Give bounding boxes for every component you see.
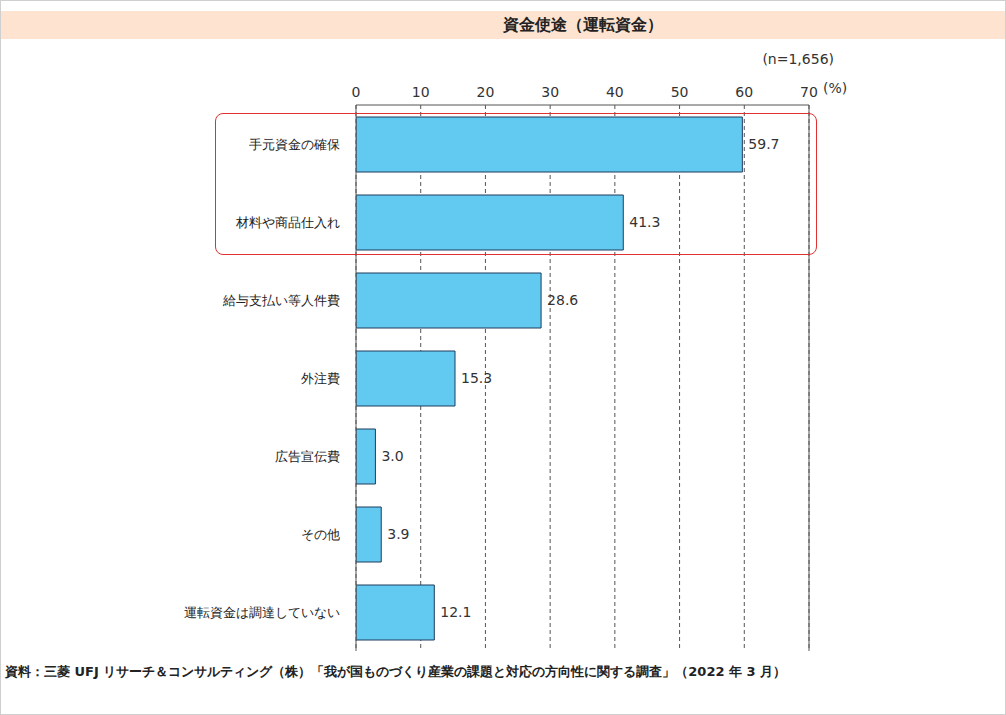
svg-text:60: 60 xyxy=(735,84,753,100)
svg-text:0: 0 xyxy=(352,84,361,100)
html-text:資料：三菱 UFJ リサーチ＆コンサルティング（株）「我が国: 資料：三菱 UFJ リサーチ＆コンサルティング（株）「我が国ものづくり産業の課題… xyxy=(5,664,787,679)
svg-text:41.3: 41.3 xyxy=(629,214,660,230)
svg-text:3.0: 3.0 xyxy=(381,448,403,464)
svg-text:59.7: 59.7 xyxy=(748,136,779,152)
svg-text:28.6: 28.6 xyxy=(547,292,578,308)
html-text:(n=1,656): (n=1,656) xyxy=(762,51,834,67)
svg-text:広告宣伝費: 広告宣伝費 xyxy=(275,449,340,464)
html-text:資金使途（運転資金）: 資金使途（運転資金） xyxy=(502,15,663,34)
svg-text:50: 50 xyxy=(671,84,689,100)
svg-text:外注費: 外注費 xyxy=(301,371,340,386)
svg-text:40: 40 xyxy=(606,84,624,100)
svg-text:3.9: 3.9 xyxy=(387,526,409,542)
svg-text:12.1: 12.1 xyxy=(440,604,471,620)
svg-text:手元資金の確保: 手元資金の確保 xyxy=(249,137,340,152)
svg-text:30: 30 xyxy=(541,84,559,100)
svg-text:15.3: 15.3 xyxy=(461,370,492,386)
svg-text:給与支払い等人件費: 給与支払い等人件費 xyxy=(222,293,340,308)
svg-text:10: 10 xyxy=(412,84,430,100)
svg-text:70: 70 xyxy=(800,84,818,100)
svg-text:その他: その他 xyxy=(301,527,340,542)
svg-text:20: 20 xyxy=(477,84,495,100)
svg-text:運転資金は調達していない: 運転資金は調達していない xyxy=(184,605,340,620)
svg-text:材料や商品仕入れ: 材料や商品仕入れ xyxy=(235,215,340,230)
